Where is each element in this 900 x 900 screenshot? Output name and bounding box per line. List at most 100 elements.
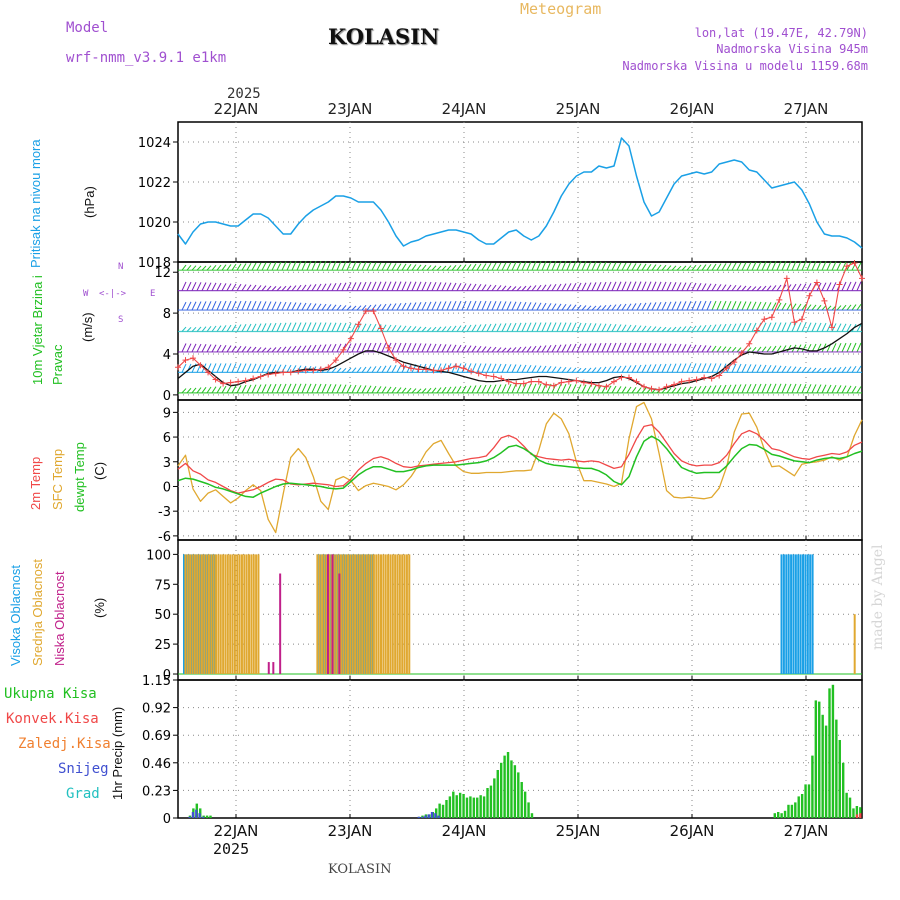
wind-barb [196,326,202,332]
wind-barb [351,323,357,332]
wind-barb [336,282,342,291]
wind-barb [576,322,582,332]
wind-barb [781,322,787,332]
wind-barb [841,366,847,373]
wind-barb [531,261,537,271]
legend-hail: Grad [66,786,100,802]
wind-barb [396,302,402,311]
precip-bar [493,778,496,818]
wind-barb [276,286,282,291]
wind-barb [626,386,632,394]
wind-gust-marker [392,357,399,364]
wind-barb [501,384,507,394]
wind-barb [636,325,642,332]
wind-barb [756,286,762,291]
wind-barb [821,322,827,332]
wind-barb [321,260,327,271]
wind-barb [561,322,567,332]
wind-barb [481,300,487,311]
wind-barb [786,303,792,311]
wind-barb [706,300,712,311]
wind-barb [456,386,462,394]
wind-barb [681,326,687,332]
wind-gust-marker [580,379,587,386]
wind-barb [681,265,687,271]
wind-barb [326,304,332,311]
precip-bar [424,815,427,818]
wind-barb [271,286,277,291]
legend-snow: Snijeg [58,761,109,777]
wind-barb [721,284,727,291]
precip-bar [195,809,198,818]
wind-barb [506,301,512,311]
wind-barb [331,384,337,394]
wind-barb [706,345,712,353]
wind-barb [481,346,487,353]
precip-bar [510,760,513,818]
wind-barb [196,282,202,291]
wind-barb [246,284,252,291]
wind-barb [561,366,567,373]
wind-barb [386,303,392,311]
wind-barb [761,285,767,291]
wind-barb [561,383,567,394]
wind-barb [541,261,547,271]
wind-barb [781,261,787,271]
wind-barb [756,346,762,353]
wind-barb [416,343,422,353]
wind-barb [211,386,217,394]
wind-barb [406,302,412,311]
wind-barb [591,305,597,311]
wind-barb [301,302,307,311]
wind-barb [286,261,292,271]
wind-barb [236,283,242,291]
wind-barb [191,265,197,271]
pressure-unit: (hPa) [82,186,97,218]
wind-barb [251,346,257,353]
wind-gust-marker [520,380,527,387]
wind-barb [816,322,822,332]
wind-barb [631,342,637,353]
wind-barb [301,261,307,271]
wind-gust-marker [310,367,317,374]
wind-barb [751,322,757,332]
wind-barb [581,367,587,373]
wind-barb [726,346,732,353]
wind-barb [311,344,317,353]
precip-bar [486,788,489,818]
precip-bar [848,797,852,818]
y-tick-label: 100 [146,548,171,563]
wind-barb [766,261,772,271]
wind-barb [626,262,632,271]
wind-barb [341,305,347,311]
wind-barb [266,301,272,311]
wind-barb [621,342,627,353]
wind-barb [751,261,757,271]
wind-barb [186,281,192,291]
wind-barb [721,346,727,353]
wind-barb [531,345,537,353]
wind-barb [626,365,632,373]
wind-barb [756,383,762,394]
wind-barb [576,343,582,353]
wind-barb [771,383,777,394]
wind-barb [636,302,642,311]
wind-barb [376,304,382,311]
wind-barb [706,283,712,291]
wind-barb [471,263,477,271]
wind-barb [476,345,482,353]
wind-barb [381,324,387,332]
wind-barb [736,347,742,353]
wind-barb [786,383,792,394]
pressure-ylabel: Pritisak na nivou mora [28,139,43,268]
wind-barb [286,346,292,353]
wind-barb [386,262,392,271]
wind-barb [421,264,427,271]
wind-barb [606,281,612,291]
wind-barb [851,281,857,291]
wind-barb [236,263,242,271]
wind-barb [216,344,222,353]
wind-barb [761,364,767,373]
wind-barb [581,282,587,291]
wind-barb [436,301,442,311]
